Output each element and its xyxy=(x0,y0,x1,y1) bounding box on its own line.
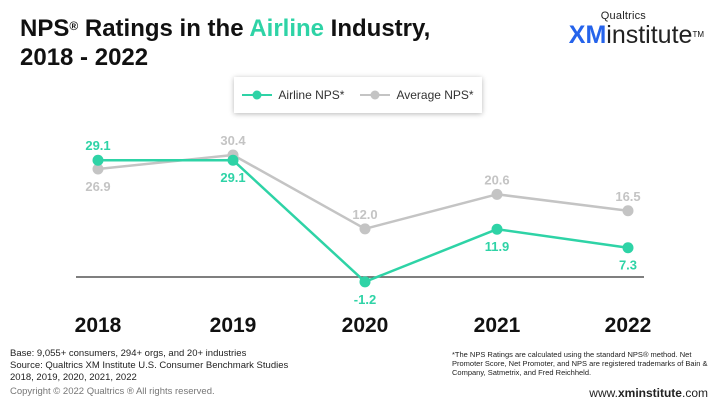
x-tick-label-2019: 2019 xyxy=(210,314,257,337)
nps-line-chart: 29.1 29.1 -1.2 11.9 7.3 26.9 30.4 12.0 20.6 16.5 2… xyxy=(75,133,652,337)
x-tick-label-2018: 2018 xyxy=(75,314,122,337)
legend-item-airline: Airline NPS* xyxy=(242,88,344,102)
legend-label-average: Average NPS* xyxy=(396,88,474,102)
chart-legend: Airline NPS* Average NPS* xyxy=(234,77,482,113)
x-tick-label-2021: 2021 xyxy=(474,314,521,337)
title-line-2: 2018 - 2022 xyxy=(20,44,149,71)
footer-note: *The NPS Ratings are calculated using th… xyxy=(452,350,708,377)
data-label-average-2022: 16.5 xyxy=(615,189,640,204)
data-label-average-2019: 30.4 xyxy=(220,133,246,148)
footer-left: Base: 9,055+ consumers, 294+ orgs, and 2… xyxy=(10,348,310,398)
data-label-airline-2020: -1.2 xyxy=(354,292,376,307)
point-average-2022 xyxy=(622,205,634,217)
point-airline-2018 xyxy=(92,154,104,166)
data-label-airline-2022: 7.3 xyxy=(619,258,637,273)
x-tick-label-2022: 2022 xyxy=(605,314,652,337)
data-label-airline-2021: 11.9 xyxy=(485,239,510,254)
title-part-3: Industry, xyxy=(324,15,431,42)
logo-tm: TM xyxy=(692,30,704,39)
footer-base: Base: 9,055+ consumers, 294+ orgs, and 2… xyxy=(10,348,247,359)
legend-average-swatch-icon xyxy=(360,90,391,100)
point-airline-2019 xyxy=(227,154,239,166)
footer-url[interactable]: www.xminstitute.com xyxy=(589,386,708,400)
footer-source: Source: Qualtrics XM Institute U.S. Cons… xyxy=(10,360,289,383)
data-label-average-2020: 12.0 xyxy=(352,207,377,222)
title-part-1: NPS xyxy=(20,15,70,42)
legend-airline-swatch-icon xyxy=(242,90,273,100)
data-label-average-2021: 20.6 xyxy=(484,172,509,187)
logo-xm: XM xyxy=(568,21,607,49)
logo-brand: Qualtrics xyxy=(600,10,646,22)
title-highlight: Airline xyxy=(249,15,325,42)
legend-label-airline: Airline NPS* xyxy=(278,88,345,102)
registered-mark: ® xyxy=(69,19,79,33)
data-label-average-2018: 26.9 xyxy=(85,179,110,194)
logo-institute: institute xyxy=(606,21,693,49)
point-airline-2021 xyxy=(491,223,503,235)
point-average-2021 xyxy=(491,188,503,200)
data-label-airline-2018: 29.1 xyxy=(85,138,110,153)
title-part-2: Ratings in the xyxy=(78,15,250,42)
point-airline-2020 xyxy=(359,276,371,288)
point-average-2018 xyxy=(92,163,104,175)
x-tick-label-2020: 2020 xyxy=(342,314,389,337)
data-label-airline-2019: 29.1 xyxy=(220,170,245,185)
point-average-2020 xyxy=(359,223,371,235)
legend-item-average: Average NPS* xyxy=(360,88,474,102)
xm-institute-logo: Qualtrics XMinstituteTM xyxy=(569,10,704,48)
footer-copyright: Copyright © 2022 Qualtrics ® All rights … xyxy=(10,386,215,397)
chart-title: NPS® Ratings in the Airline Industry, 20… xyxy=(20,14,460,72)
point-airline-2022 xyxy=(622,242,634,254)
